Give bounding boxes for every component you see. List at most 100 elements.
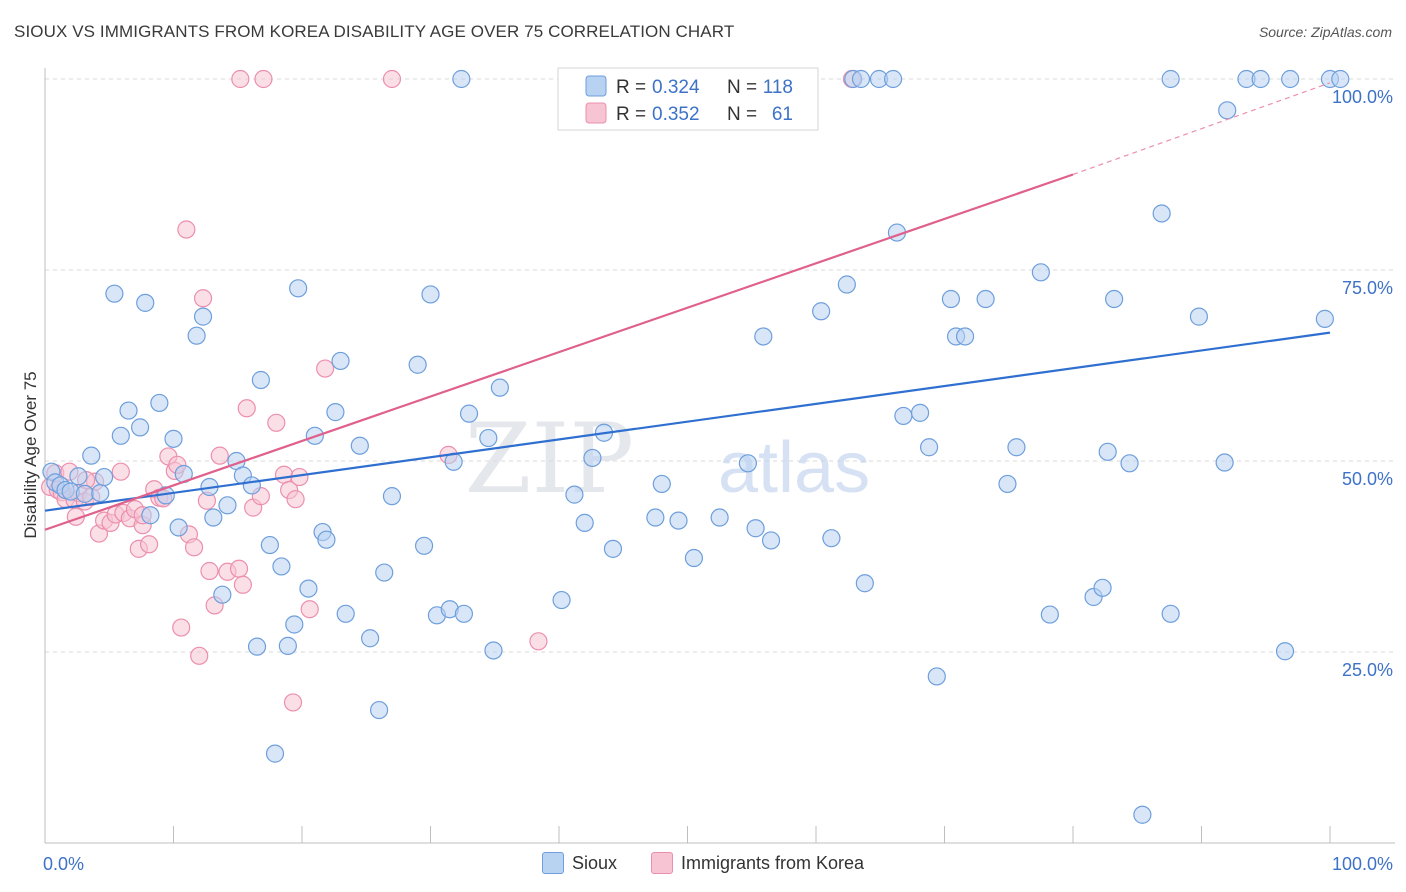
legend-label-korea: Immigrants from Korea <box>680 852 865 873</box>
stats-legend: R = 0.324 N = 118 R = 0.352 N = 61 <box>557 67 819 131</box>
sioux-point-94 <box>976 289 995 309</box>
sioux-point-117 <box>1331 69 1350 89</box>
korea-point-36 <box>210 446 229 465</box>
sioux-point-44 <box>336 604 355 623</box>
sioux-point-88 <box>910 403 930 422</box>
sioux-point-105 <box>1152 204 1171 223</box>
sioux-point-64 <box>575 513 594 532</box>
korea-point-52 <box>382 69 402 89</box>
sioux-point-112 <box>1251 69 1270 89</box>
sioux-point-73 <box>710 508 729 527</box>
sioux-point-72 <box>684 548 704 568</box>
sioux-point-76 <box>754 327 773 346</box>
sioux-point-103 <box>1120 454 1139 473</box>
sioux-point-49 <box>382 487 402 506</box>
watermark: ZIP atlas <box>465 403 870 515</box>
sioux-point-34 <box>272 557 291 576</box>
sioux-point-91 <box>941 289 961 309</box>
y-tick-labels: 25.0% 50.0% 75.0% 100.0% <box>1332 87 1393 680</box>
sioux-point-56 <box>452 69 471 89</box>
legend-item-sioux[interactable]: Sioux <box>541 852 617 874</box>
trend-lines <box>44 82 1331 531</box>
korea-point-45 <box>274 465 294 484</box>
sioux-point-33 <box>265 744 285 763</box>
sioux-point-82 <box>851 69 871 89</box>
korea-point-50 <box>300 600 319 619</box>
sioux-point-107 <box>1161 604 1180 623</box>
sioux-point-9 <box>95 467 114 487</box>
korea-point-38 <box>229 559 249 578</box>
sioux-point-11 <box>111 426 130 445</box>
legend-r-value-sioux: 0.324 <box>652 77 700 98</box>
y-tick-label-100: 100.0% <box>1332 87 1393 107</box>
legend-swatch-sioux <box>585 75 607 97</box>
korea-point-43 <box>254 69 273 89</box>
legend-swatch-korea <box>585 102 607 124</box>
sioux-point-79 <box>822 529 841 548</box>
sioux-point-10 <box>105 284 124 303</box>
sioux-point-7 <box>82 446 101 465</box>
legend-swatch-korea-bottom <box>650 852 673 874</box>
sioux-point-70 <box>652 474 671 494</box>
sioux-point-69 <box>646 508 665 527</box>
source-label: Source: ZipAtlas.com <box>1258 24 1392 40</box>
korea-point-28 <box>172 618 191 637</box>
sioux-point-114 <box>1281 69 1300 89</box>
sioux-point-63 <box>565 485 584 504</box>
sioux-point-21 <box>187 326 206 345</box>
sioux-point-113 <box>1275 642 1295 661</box>
legend-r-value-korea: 0.352 <box>652 104 700 125</box>
sioux-point-62 <box>552 590 571 610</box>
sioux-point-37 <box>289 279 308 298</box>
x-tick-label-min: 0.0% <box>43 854 84 874</box>
y-tick-label-50: 50.0% <box>1342 469 1393 489</box>
sioux-point-71 <box>669 511 688 530</box>
korea-point-44 <box>267 413 286 432</box>
sioux-point-50 <box>408 355 427 374</box>
chart-title: SIOUX VS IMMIGRANTS FROM KOREA DISABILIT… <box>14 22 735 41</box>
korea-point-15 <box>111 462 130 481</box>
sioux-point-19 <box>169 518 188 537</box>
sioux-point-66 <box>583 448 602 468</box>
sioux-point-74 <box>738 454 757 473</box>
sioux-point-98 <box>1040 605 1059 624</box>
sioux-point-58 <box>459 404 479 423</box>
sioux-point-26 <box>218 496 237 515</box>
sioux-point-6 <box>75 484 94 503</box>
korea-point-31 <box>184 538 204 557</box>
sioux-point-18 <box>164 429 183 448</box>
sioux-point-41 <box>317 530 336 549</box>
legend-item-korea[interactable]: Immigrants from Korea <box>650 852 865 874</box>
sioux-point-38 <box>299 579 318 598</box>
korea-point-56 <box>231 69 250 89</box>
sioux-point-102 <box>1105 289 1124 309</box>
korea-trend-extension <box>1072 82 1331 176</box>
sioux-point-12 <box>119 401 138 420</box>
sioux-point-89 <box>919 438 939 457</box>
sioux-point-30 <box>247 637 267 656</box>
sioux-point-106 <box>1161 69 1180 89</box>
legend-n-label-korea: N = <box>727 104 757 125</box>
korea-point-54 <box>529 632 548 651</box>
sioux-point-93 <box>955 327 975 346</box>
x-tick-label-max: 100.0% <box>1332 854 1393 874</box>
sioux-point-97 <box>1031 263 1050 282</box>
korea-point-21 <box>139 535 159 554</box>
korea-point-48 <box>286 490 305 509</box>
sioux-point-110 <box>1218 101 1237 120</box>
sioux-point-47 <box>370 700 389 720</box>
korea-point-34 <box>200 561 219 581</box>
sioux-point-14 <box>136 293 155 312</box>
sioux-point-8 <box>91 483 110 503</box>
sioux-point-52 <box>421 285 440 304</box>
sioux-trend-line <box>44 331 1331 512</box>
y-tick-label-25: 25.0% <box>1342 660 1393 680</box>
sioux-point-109 <box>1215 453 1234 472</box>
y-tick-label-75: 75.0% <box>1342 278 1393 298</box>
sioux-point-31 <box>251 370 270 390</box>
sioux-point-25 <box>213 585 232 604</box>
sioux-point-101 <box>1098 442 1117 461</box>
korea-point-33 <box>193 289 213 308</box>
korea-trend-line <box>44 173 1074 531</box>
sioux-point-83 <box>855 574 874 593</box>
